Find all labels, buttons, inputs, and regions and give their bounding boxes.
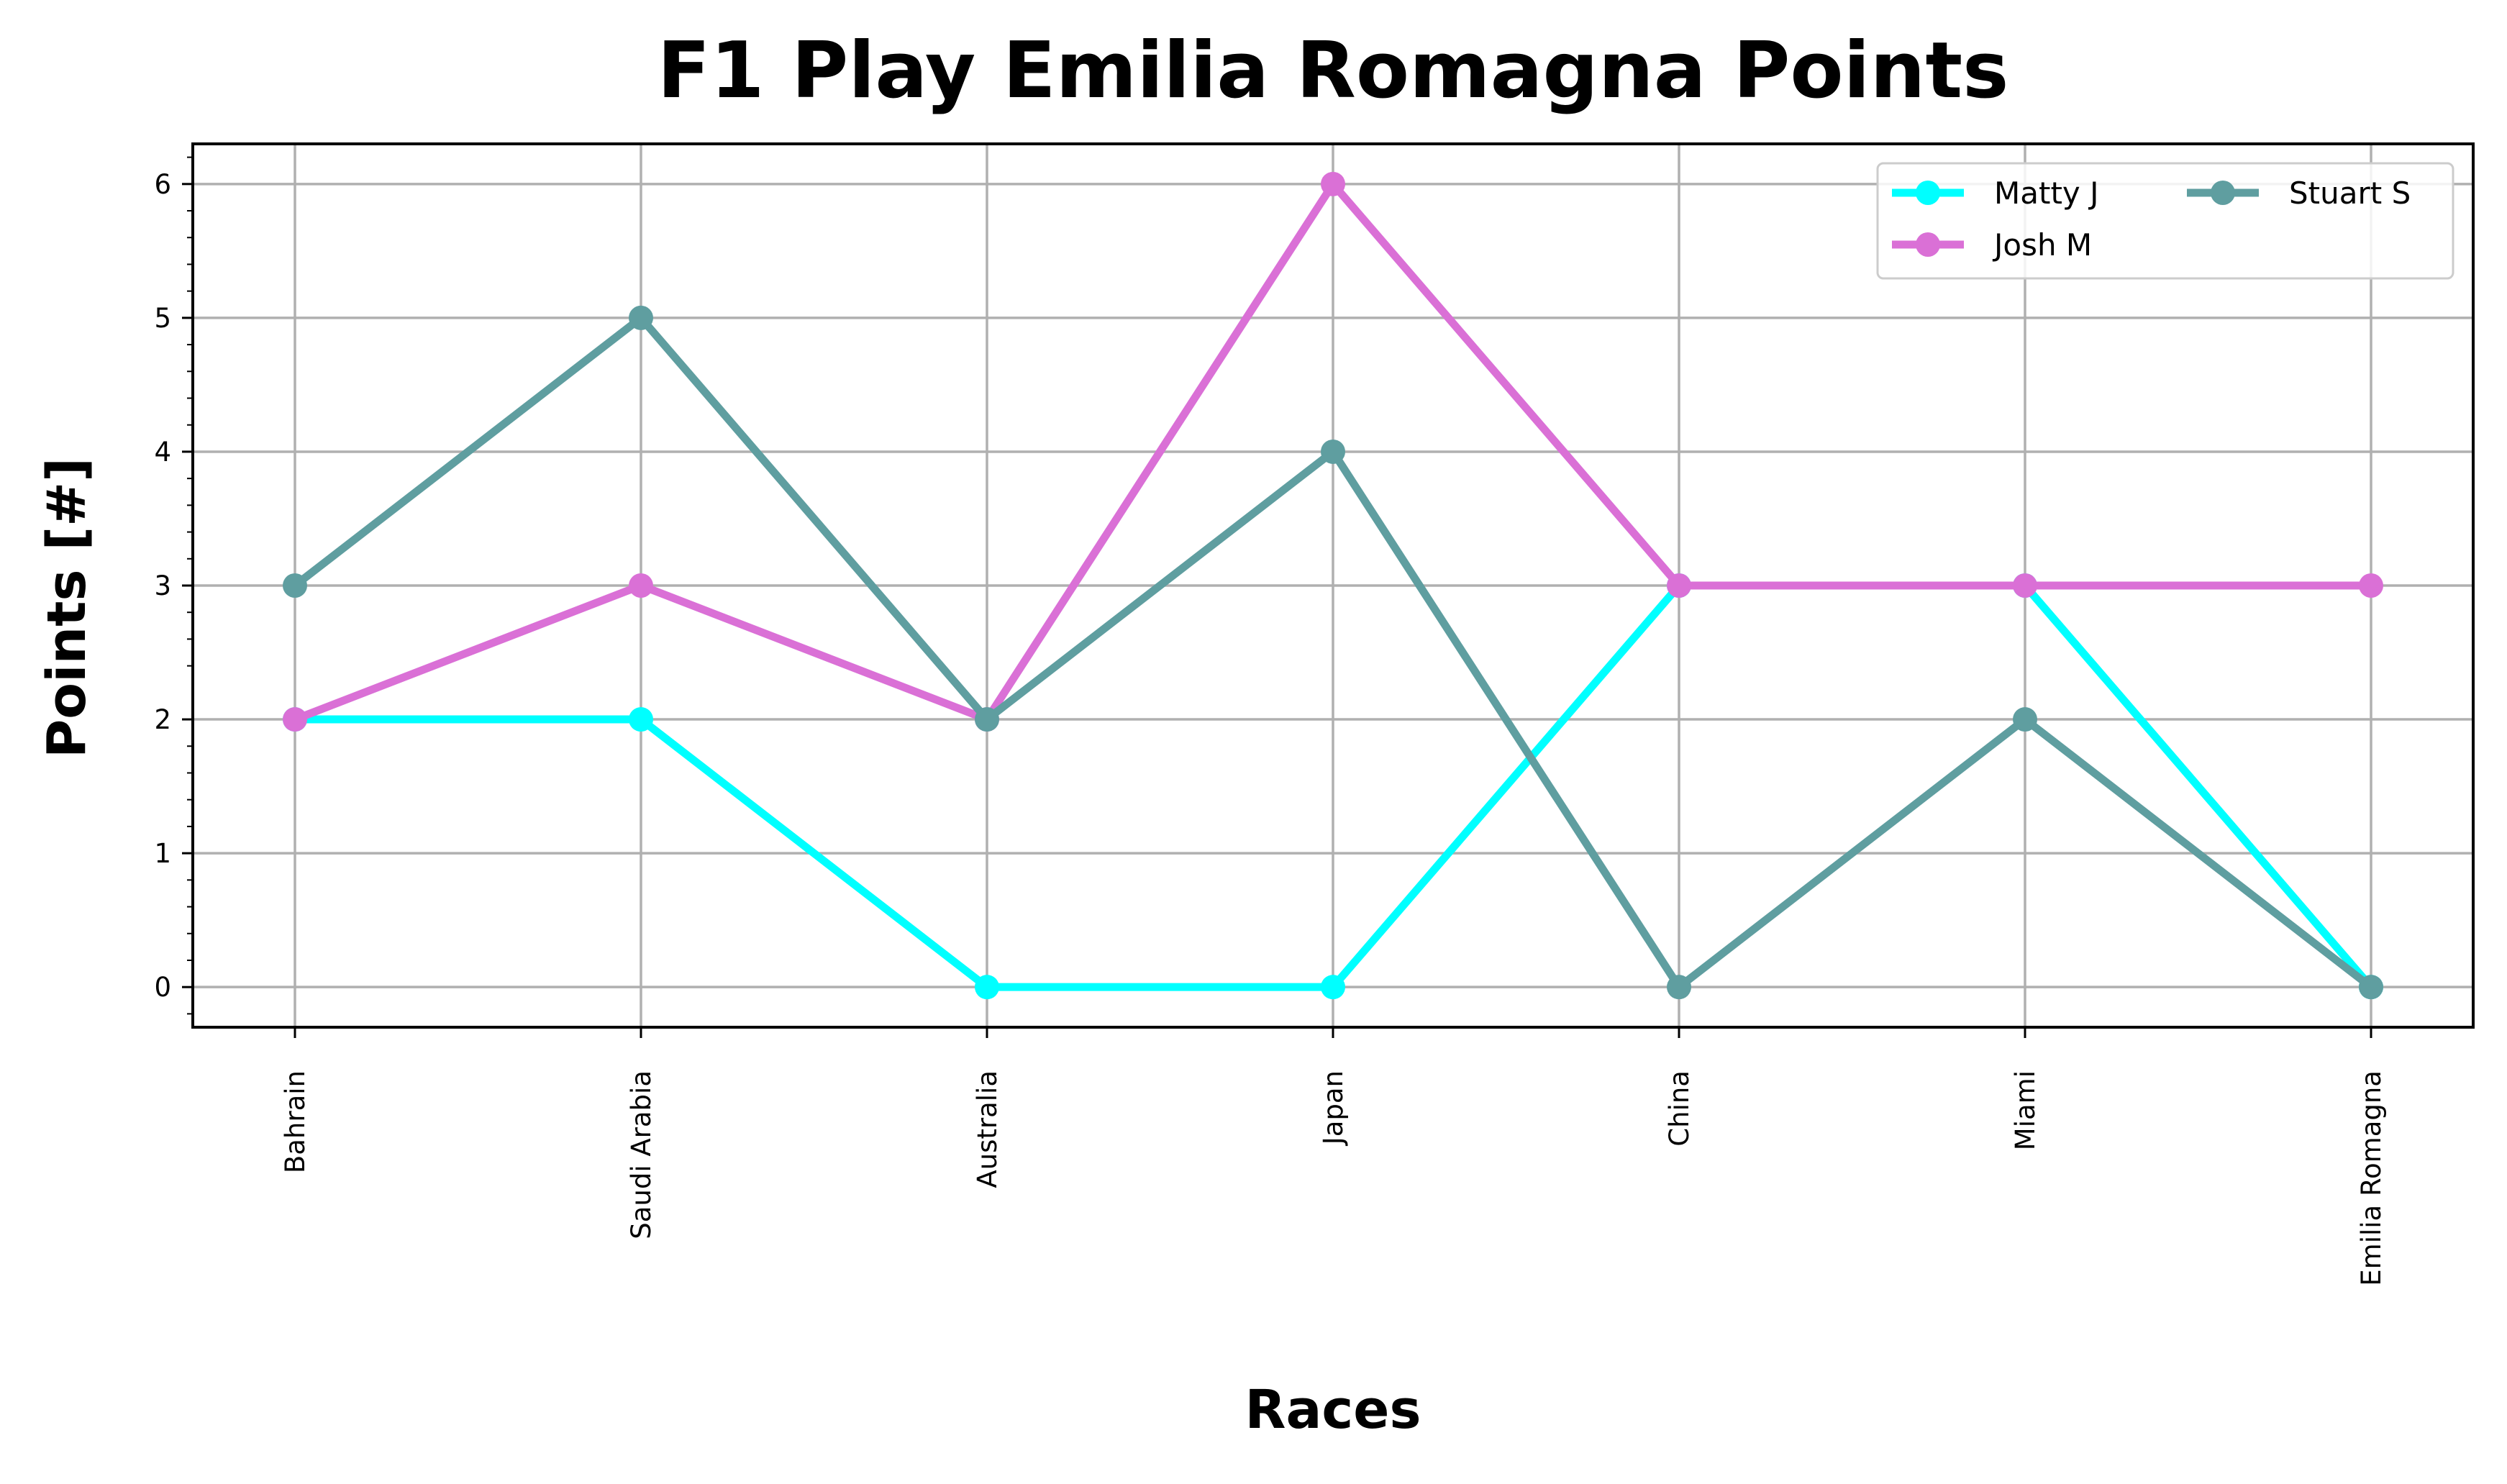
- x-tick-label: Bahrain: [280, 1070, 311, 1173]
- data-point: [975, 707, 999, 732]
- y-tick-label: 4: [154, 437, 171, 468]
- y-tick-label: 2: [154, 704, 171, 735]
- x-tick-label: Japan: [1318, 1070, 1349, 1146]
- axes: Bahrain Saudi Arabia Australia Japan China Mi…: [154, 156, 2387, 1286]
- x-tick-label: Australia: [972, 1070, 1003, 1188]
- chart-title: F1 Play Emilia Romagna Points: [658, 26, 2009, 116]
- legend-marker: [1916, 232, 1940, 257]
- data-point: [2359, 975, 2383, 1000]
- series-group: [283, 171, 2383, 1000]
- data-point: [1321, 439, 1345, 464]
- y-tick-label: 1: [154, 838, 171, 869]
- x-tick-label: Saudi Arabia: [626, 1070, 657, 1239]
- data-point: [283, 707, 307, 732]
- data-point: [1667, 975, 1691, 1000]
- x-tick-label: Miami: [2010, 1070, 2041, 1150]
- data-point: [975, 975, 999, 1000]
- legend-label: Stuart S: [2289, 176, 2411, 211]
- data-point: [2013, 573, 2037, 598]
- data-point: [1321, 975, 1345, 1000]
- data-point: [2359, 573, 2383, 598]
- x-tick-label: China: [1664, 1070, 1695, 1147]
- y-tick-label: 5: [154, 303, 171, 334]
- legend-label: Matty J: [1994, 176, 2099, 211]
- y-tick-label: 0: [154, 972, 171, 1003]
- legend-label: Josh M: [1992, 227, 2092, 263]
- y-tick-label: 6: [154, 169, 171, 200]
- data-point: [629, 573, 653, 598]
- y-axis-label: Points [#]: [36, 458, 98, 758]
- data-point: [629, 305, 653, 330]
- y-tick-label: 3: [154, 570, 171, 601]
- data-point: [283, 573, 307, 598]
- legend-marker: [2211, 181, 2235, 205]
- x-tick-label: Emilia Romagna: [2356, 1070, 2387, 1286]
- legend-box: [1876, 162, 2454, 280]
- data-point: [629, 707, 653, 732]
- data-point: [1667, 573, 1691, 598]
- legend-marker: [1916, 181, 1940, 205]
- data-point: [1321, 171, 1345, 196]
- x-axis-label: Races: [1245, 1379, 1421, 1441]
- data-point: [2013, 707, 2037, 732]
- legend: Matty J Josh M Stuart S: [1876, 162, 2454, 280]
